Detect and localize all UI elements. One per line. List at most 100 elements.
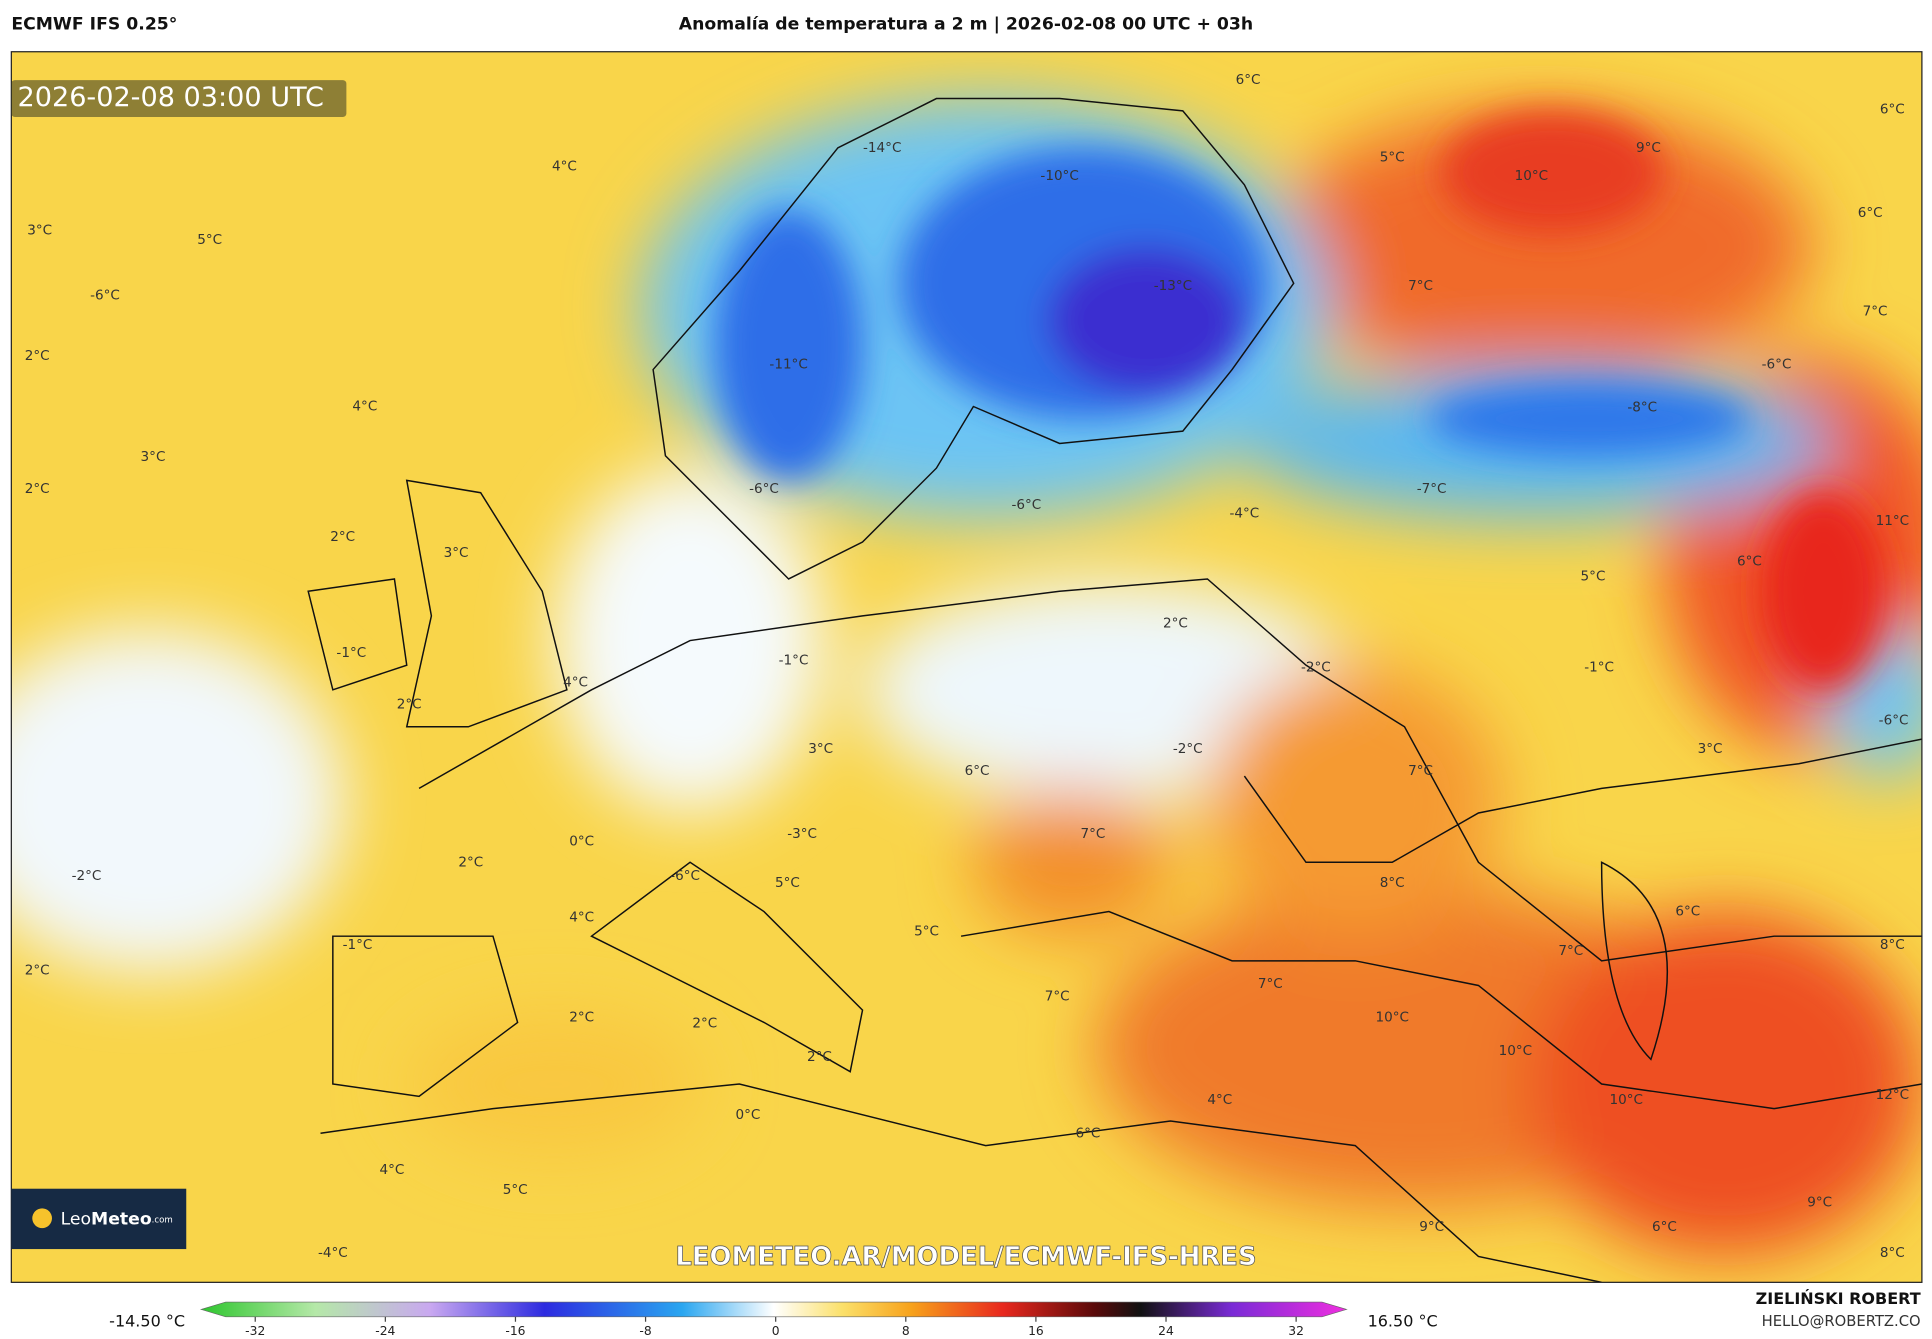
temperature-label: 3°C (27, 222, 52, 238)
temperature-label: 2°C (569, 1009, 594, 1025)
temperature-label: 3°C (1698, 741, 1723, 757)
colorbar-tick-label: -8 (639, 1324, 651, 1338)
temperature-label: 8°C (1880, 937, 1905, 953)
colorbar-tick-label: 16 (1028, 1324, 1044, 1338)
temperature-label: 7°C (1408, 763, 1433, 779)
timestamp-box (11, 80, 347, 118)
temperature-label: -6°C (670, 868, 700, 884)
map-title: Anomalía de temperatura a 2 m | 2026-02-… (679, 15, 1253, 35)
temperature-label: -2°C (72, 868, 102, 884)
temperature-label: -13°C (1154, 278, 1192, 294)
temperature-label: -6°C (749, 481, 779, 497)
temperature-label: 2°C (25, 963, 50, 979)
model-name: ECMWF IFS 0.25° (11, 15, 177, 35)
colorbar-ticks: -32 -24 -16 -8 0 8 16 24 32 (245, 1316, 1304, 1338)
temperature-label: -1°C (1584, 660, 1614, 676)
temperature-label: 9°C (1419, 1219, 1444, 1235)
colorbar-tick-label: 0 (772, 1324, 780, 1338)
temperature-label: 7°C (1408, 278, 1433, 294)
credit-email: HELLO@ROBERTZ.CO (1762, 1313, 1921, 1330)
temperature-label: -7°C (1417, 481, 1447, 497)
temperature-label: 11°C (1876, 513, 1909, 529)
temperature-label: 10°C (1515, 168, 1548, 184)
temperature-label: 2°C (25, 348, 50, 364)
colorbar-tick-label: -16 (505, 1324, 525, 1338)
temperature-label: 7°C (1080, 826, 1105, 842)
colorbar-tick-label: 8 (902, 1324, 910, 1338)
temperature-label: 5°C (197, 232, 222, 248)
temperature-label: 0°C (736, 1107, 761, 1123)
colorbar-min: -14.50 °C (109, 1311, 185, 1330)
temperature-label: 6°C (1880, 102, 1905, 118)
temperature-labels: 4°C 3°C 5°C -6°C 2°C 4°C 3°C 2°C 2°C 3°C -1°C 4°C 2°… (25, 72, 1909, 1261)
temperature-label: 2°C (807, 1049, 832, 1065)
temperature-label: -10°C (1040, 168, 1078, 184)
temperature-label: 4°C (1207, 1092, 1232, 1108)
colorbar-tick-label: -24 (375, 1324, 395, 1338)
temperature-label: 2°C (458, 854, 483, 870)
colorbar-max: 16.50 °C (1368, 1311, 1438, 1330)
map-frame (10, 51, 1923, 1283)
temperature-label: 4°C (552, 158, 577, 174)
colorbar-tick-label: -32 (245, 1324, 265, 1338)
colorbar-tick-label: 32 (1288, 1324, 1304, 1338)
temperature-label: 2°C (330, 529, 355, 545)
timestamp: 2026-02-08 03:00 UTC (17, 82, 323, 113)
temperature-label: 7°C (1045, 989, 1070, 1005)
temperature-label: 10°C (1499, 1043, 1532, 1059)
temperature-label: 6°C (1076, 1125, 1101, 1141)
logo-sun (32, 1208, 52, 1229)
temperature-label: 7°C (1258, 976, 1283, 992)
temperature-label: 3°C (444, 545, 469, 561)
temperature-label: 10°C (1375, 1009, 1408, 1025)
temperature-label: 9°C (1807, 1194, 1832, 1210)
temperature-label: 6°C (1675, 904, 1700, 920)
temperature-label: 6°C (965, 763, 990, 779)
colorbar (199, 1301, 1348, 1318)
temperature-label: 2°C (1163, 615, 1188, 631)
temperature-label: 0°C (569, 833, 594, 849)
temperature-label: -1°C (343, 937, 373, 953)
temperature-label: 6°C (1858, 205, 1883, 221)
temperature-label: 2°C (25, 481, 50, 497)
temperature-label: 12°C (1876, 1087, 1909, 1103)
temperature-label: -14°C (863, 140, 901, 156)
temperature-label: -1°C (336, 645, 366, 661)
temperature-label: 6°C (1236, 72, 1261, 88)
temperature-label: 5°C (1380, 150, 1405, 166)
temperature-label: 4°C (352, 399, 377, 415)
temperature-label: -6°C (90, 288, 120, 304)
logo-text: LeoMeteo.com (61, 1210, 173, 1230)
temperature-label: -11°C (769, 357, 807, 373)
temperature-label: 5°C (914, 923, 939, 939)
temperature-label: -2°C (1173, 741, 1203, 757)
temperature-label: 4°C (380, 1162, 405, 1178)
temperature-label: -4°C (1230, 506, 1260, 522)
temperature-label: 6°C (1737, 554, 1762, 570)
temperature-label: -4°C (318, 1245, 348, 1261)
temperature-label: 5°C (775, 875, 800, 891)
temperature-label: 6°C (1652, 1219, 1677, 1235)
temperature-label: -6°C (1762, 357, 1792, 373)
temperature-label: 4°C (569, 910, 594, 926)
temperature-label: -6°C (1879, 713, 1909, 729)
temperature-label: 7°C (1558, 943, 1583, 959)
watermark: LEOMETEO.AR/MODEL/ECMWF-IFS-HRES (675, 1242, 1256, 1272)
temperature-label: 8°C (1880, 1245, 1905, 1261)
temperature-label: -1°C (779, 652, 809, 668)
map (11, 51, 1922, 1283)
temperature-label: 3°C (808, 741, 833, 757)
temperature-label: 8°C (1380, 875, 1405, 891)
temperature-label: -6°C (1011, 497, 1041, 513)
temperature-label: 5°C (503, 1182, 528, 1198)
temperature-label: 5°C (1581, 568, 1606, 584)
temperature-label: -2°C (1301, 660, 1331, 676)
colorbar-tick-label: 24 (1158, 1324, 1174, 1338)
temperature-label: 2°C (397, 697, 422, 713)
temperature-label: 4°C (563, 674, 588, 690)
temperature-label: 9°C (1636, 140, 1661, 156)
temperature-label: -8°C (1627, 400, 1657, 416)
temperature-label: 7°C (1863, 304, 1888, 320)
temperature-label: 10°C (1610, 1092, 1643, 1108)
